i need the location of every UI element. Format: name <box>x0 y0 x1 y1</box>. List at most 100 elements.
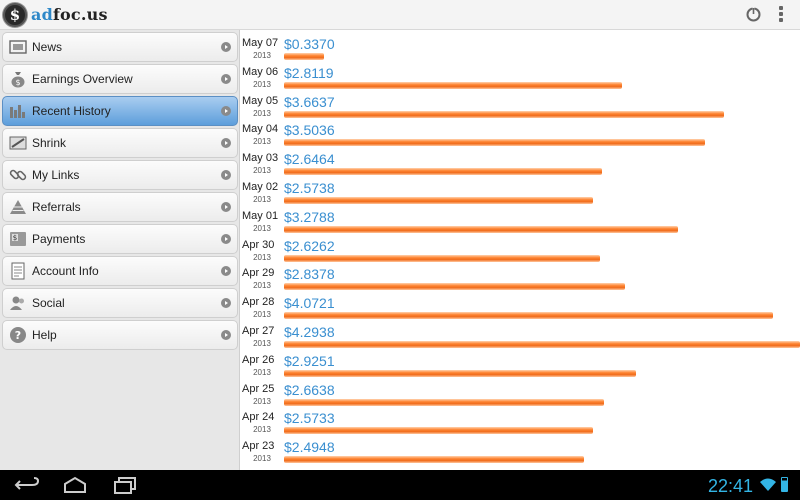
svg-text:$: $ <box>13 234 17 242</box>
history-year: 2013 <box>253 425 271 435</box>
history-amount: $2.5733 <box>284 410 335 427</box>
history-row: Apr 29 2013 $2.8378 <box>240 263 800 292</box>
history-row: Apr 24 2013 $2.5733 <box>240 407 800 436</box>
history-amount: $3.5036 <box>284 122 335 139</box>
history-row: May 07 2013 $0.3370 <box>240 33 800 62</box>
system-nav-bar: 22:41 <box>0 470 800 500</box>
chevron-right-icon <box>221 74 231 84</box>
chevron-right-icon <box>221 42 231 52</box>
history-row: Apr 30 2013 $2.6262 <box>240 235 800 264</box>
chevron-right-icon <box>221 330 231 340</box>
history-date: Apr 24 <box>242 411 275 424</box>
history-year: 2013 <box>253 310 271 320</box>
history-amount: $3.2788 <box>284 208 335 225</box>
sidebar-item-label: Earnings Overview <box>32 72 133 86</box>
earnings-bar <box>284 110 724 118</box>
history-date: Apr 29 <box>242 267 275 280</box>
overflow-menu-icon[interactable] <box>778 6 784 24</box>
history-amount: $2.9251 <box>284 352 335 369</box>
back-icon[interactable] <box>12 475 42 495</box>
earnings-bar <box>284 81 622 89</box>
history-row: Apr 26 2013 $2.9251 <box>240 350 800 379</box>
sidebar-item-referrals[interactable]: Referrals <box>2 192 238 222</box>
sidebar-item-label: Shrink <box>32 136 67 150</box>
sidebar-item-help[interactable]: ? Help <box>2 320 238 350</box>
history-year: 2013 <box>253 281 271 291</box>
history-date: May 03 <box>242 152 279 165</box>
document-icon <box>9 262 27 280</box>
earnings-bar <box>284 225 678 233</box>
earnings-bar <box>284 369 636 377</box>
history-date: May 01 <box>242 209 279 222</box>
recent-history-list[interactable]: May 07 2013 $0.3370 May 06 2013 $2.8119 May 05… <box>240 30 800 470</box>
pyramid-icon <box>9 198 27 216</box>
app-title: adfoc.us <box>31 5 108 24</box>
history-amount: $2.6262 <box>284 237 335 254</box>
history-row: Apr 23 2013 $2.4948 <box>240 436 800 465</box>
history-row: May 04 2013 $3.5036 <box>240 119 800 148</box>
help-icon: ? <box>9 326 27 344</box>
history-year: 2013 <box>253 166 271 176</box>
sidebar-item-shrink[interactable]: Shrink <box>2 128 238 158</box>
wifi-icon <box>760 478 776 491</box>
earnings-bar <box>284 427 593 435</box>
sidebar-item-my-links[interactable]: My Links <box>2 160 238 190</box>
sidebar-item-label: Account Info <box>32 264 99 278</box>
sidebar-item-label: Referrals <box>32 200 81 214</box>
shrink-icon <box>9 134 27 152</box>
earnings-bar <box>284 456 584 464</box>
people-icon <box>9 294 27 312</box>
sidebar-item-social[interactable]: Social <box>2 288 238 318</box>
earnings-bar <box>284 254 600 262</box>
history-date: Apr 23 <box>242 440 275 453</box>
money-bag-icon: $ <box>9 70 27 88</box>
bar-chart-icon <box>9 102 27 120</box>
history-year: 2013 <box>253 339 271 348</box>
sidebar-item-recent-history[interactable]: Recent History <box>2 96 238 126</box>
history-row: Apr 27 2013 $4.2938 <box>240 321 800 350</box>
history-amount: $2.6638 <box>284 381 335 398</box>
chevron-right-icon <box>221 106 231 116</box>
refresh-icon[interactable] <box>745 6 762 23</box>
history-amount: $4.0721 <box>284 295 335 312</box>
status-clock: 22:41 <box>708 476 754 496</box>
history-date: May 05 <box>242 94 279 107</box>
sidebar-item-news[interactable]: News <box>2 32 238 62</box>
earnings-bar <box>284 168 602 176</box>
history-date: Apr 26 <box>242 353 275 366</box>
sidebar-item-earnings-overview[interactable]: $ Earnings Overview <box>2 64 238 94</box>
history-row: May 01 2013 $3.2788 <box>240 206 800 235</box>
sidebar-item-label: Social <box>32 296 65 310</box>
history-year: 2013 <box>253 454 271 464</box>
history-date: Apr 28 <box>242 296 275 309</box>
history-year: 2013 <box>253 51 271 60</box>
history-year: 2013 <box>253 367 271 377</box>
chevron-right-icon <box>221 266 231 276</box>
history-year: 2013 <box>253 223 271 233</box>
history-row: Apr 25 2013 $2.6638 <box>240 379 800 408</box>
home-icon[interactable] <box>60 475 90 495</box>
chevron-right-icon <box>221 138 231 148</box>
history-date: May 02 <box>242 181 279 193</box>
history-year: 2013 <box>253 396 271 406</box>
newspaper-icon <box>9 38 27 56</box>
earnings-bar <box>284 53 324 60</box>
history-row: May 03 2013 $2.6464 <box>240 148 800 177</box>
sidebar-item-account-info[interactable]: Account Info <box>2 256 238 286</box>
history-year: 2013 <box>253 195 271 204</box>
earnings-bar <box>284 312 773 320</box>
sidebar-item-label: Recent History <box>32 104 111 118</box>
sidebar-item-payments[interactable]: $ Payments <box>2 224 238 254</box>
sidebar-item-label: News <box>32 40 63 54</box>
recent-apps-icon[interactable] <box>110 475 140 495</box>
history-amount: $2.8378 <box>284 266 335 283</box>
history-amount: $0.3370 <box>284 36 335 52</box>
history-amount: $2.8119 <box>284 64 334 81</box>
svg-text:$: $ <box>15 78 20 87</box>
history-date: Apr 30 <box>242 238 275 251</box>
history-amount: $4.2938 <box>284 324 335 340</box>
history-amount: $2.4948 <box>284 439 335 456</box>
history-year: 2013 <box>253 137 271 147</box>
history-date: May 06 <box>242 65 279 78</box>
history-row: May 05 2013 $3.6637 <box>240 91 800 120</box>
